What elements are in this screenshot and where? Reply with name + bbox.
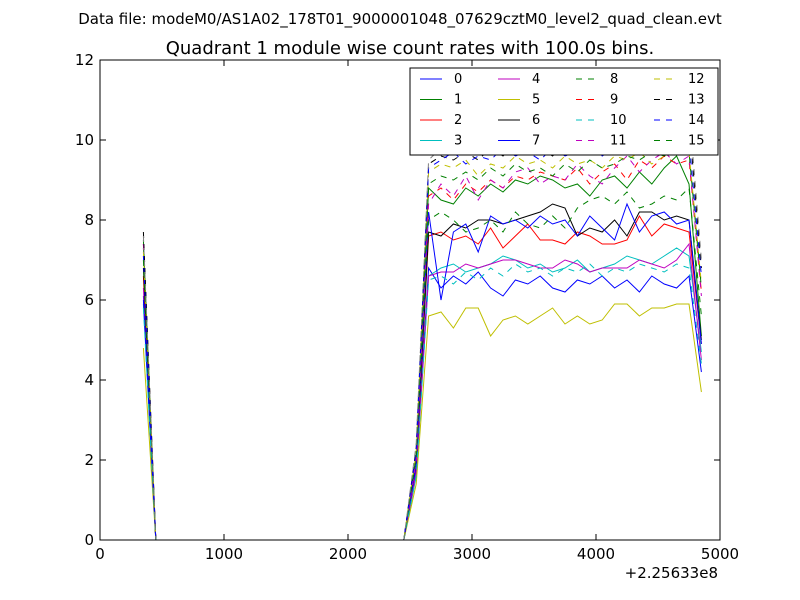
legend-label-1: 1 (454, 93, 462, 108)
y-tick-label: 2 (84, 451, 94, 469)
x-tick-label: 5000 (701, 545, 739, 563)
legend-label-12: 12 (688, 72, 705, 87)
y-tick-label: 6 (84, 291, 94, 309)
legend-label-11: 11 (610, 134, 627, 149)
legend-label-9: 9 (610, 93, 618, 108)
legend-label-0: 0 (454, 72, 462, 87)
data-file-caption: Data file: modeM0/AS1A02_178T01_90000010… (78, 10, 722, 29)
legend-label-10: 10 (610, 113, 627, 128)
series-line-8 (142, 186, 702, 541)
legend-label-15: 15 (688, 134, 705, 149)
y-tick-label: 10 (75, 131, 94, 149)
legend-label-7: 7 (532, 134, 540, 149)
x-tick-label: 1000 (205, 545, 243, 563)
y-tick-label: 8 (84, 211, 94, 229)
series-line-4 (142, 242, 702, 541)
x-axis: 0 1000 2000 3000 4000 5000 (95, 60, 739, 563)
y-tick-label: 12 (75, 51, 94, 69)
x-offset-label: +2.25633e8 (625, 564, 718, 582)
legend-label-4: 4 (532, 72, 540, 87)
legend-label-8: 8 (610, 72, 618, 87)
x-tick-label: 4000 (577, 545, 615, 563)
x-tick-label: 3000 (453, 545, 491, 563)
y-tick-label: 0 (84, 531, 94, 549)
legend-label-2: 2 (454, 113, 462, 128)
legend-label-13: 13 (688, 93, 705, 108)
legend-label-5: 5 (532, 93, 540, 108)
legend-label-14: 14 (688, 113, 705, 128)
x-tick-label: 0 (95, 545, 105, 563)
legend-label-3: 3 (454, 134, 462, 149)
y-tick-label: 4 (84, 371, 94, 389)
plot-lines (142, 99, 702, 541)
x-tick-label: 2000 (329, 545, 367, 563)
chart-title: Quadrant 1 module wise count rates with … (166, 38, 655, 59)
legend-label-6: 6 (532, 113, 540, 128)
